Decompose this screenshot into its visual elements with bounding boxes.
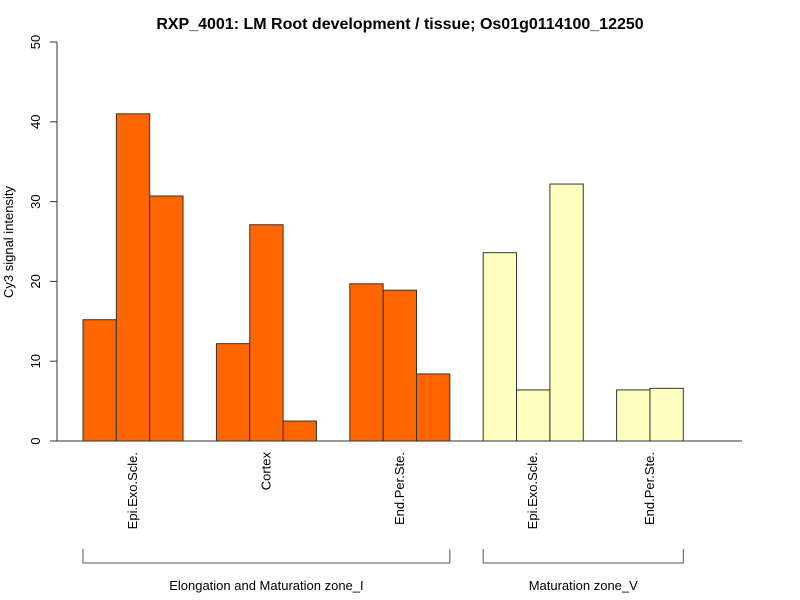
x-tick-label: End.Per.Ste. (392, 452, 407, 525)
bar (349, 283, 384, 442)
y-axis: 0 10 20 30 40 50 (28, 35, 58, 445)
y-axis-label: Cy3 signal intensity (1, 186, 16, 298)
bar (249, 224, 284, 442)
zone-brackets: Elongation and Maturation zone_I Maturati… (82, 549, 684, 593)
chart-title: RXP_4001: LM Root development / tissue; … (156, 16, 643, 33)
x-tick-label: Epi.Exo.Scle. (125, 452, 140, 529)
bar (549, 183, 584, 442)
bar (82, 319, 117, 442)
x-tick-label: End.Per.Ste. (642, 452, 657, 525)
bar (282, 420, 317, 442)
y-tick-label: 0 (28, 437, 43, 444)
bar (616, 389, 651, 442)
y-tick-label: 20 (28, 274, 43, 288)
y-tick-label: 50 (28, 35, 43, 49)
y-tick-label: 10 (28, 354, 43, 368)
x-tick-labels: Epi.Exo.Scle. Cortex End.Per.Ste. Epi.Exo.S… (125, 452, 657, 530)
bar (516, 389, 551, 442)
zone-bracket (82, 549, 451, 564)
x-tick-label: Cortex (258, 452, 273, 491)
y-tick-label: 40 (28, 115, 43, 129)
bar (149, 195, 184, 442)
bar (215, 343, 251, 442)
zone-label: Maturation zone_V (529, 578, 638, 593)
x-tick-label: Epi.Exo.Scle. (525, 452, 540, 529)
bar (482, 252, 518, 442)
zone-bracket (482, 549, 684, 564)
bar (115, 113, 151, 442)
bar (416, 373, 451, 442)
y-tick-label: 30 (28, 194, 43, 208)
bar (649, 387, 684, 442)
bar (382, 289, 417, 442)
zone-label: Elongation and Maturation zone_I (169, 578, 363, 593)
bars (82, 113, 684, 442)
